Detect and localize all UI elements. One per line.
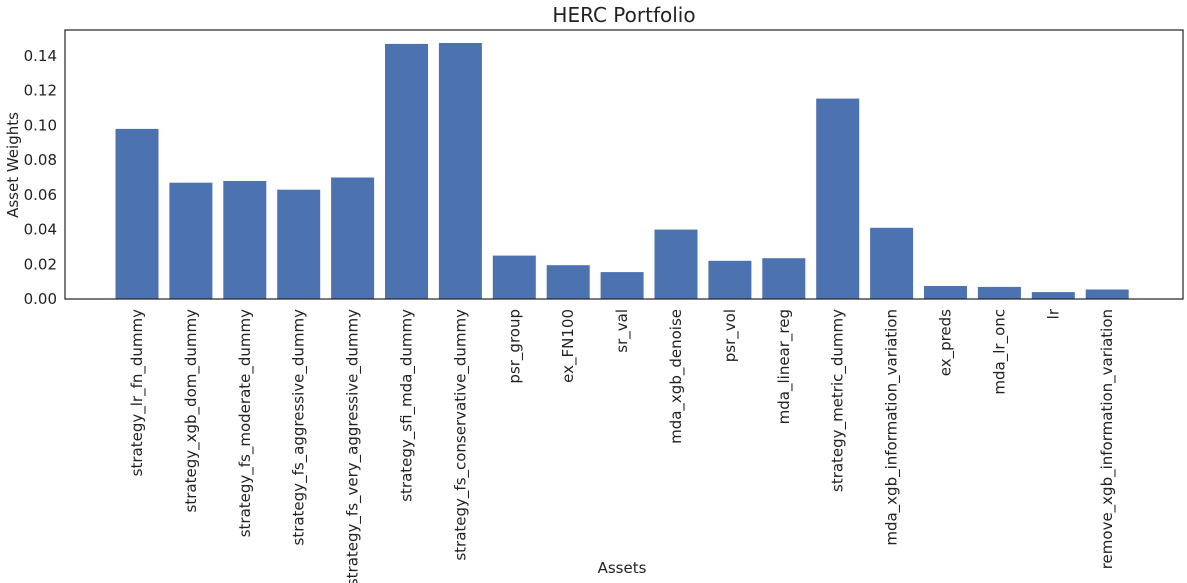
bar-sr_val bbox=[600, 272, 644, 299]
y-tick-label: 0.00 bbox=[24, 290, 57, 308]
x-tick-label: mda_xgb_information_variation bbox=[883, 309, 902, 546]
bar-strategy_xgb_dom_dummy bbox=[169, 182, 213, 299]
bar-lr bbox=[1031, 292, 1075, 299]
bar-strategy_lr_fn_dummy bbox=[115, 128, 159, 299]
y-axis-ticks: 0.00 0.02 0.04 0.06 0.08 0.10 0.12 0.14 bbox=[24, 47, 57, 308]
x-tick-label: sr_val bbox=[613, 309, 632, 353]
bar-strategy_metric_dummy bbox=[816, 98, 860, 299]
bars-group bbox=[115, 43, 1129, 300]
bar-ex_FN100 bbox=[546, 265, 590, 299]
x-tick-label: strategy_xgb_dom_dummy bbox=[182, 309, 201, 513]
x-tick-label: strategy_fs_moderate_dummy bbox=[236, 309, 255, 537]
y-tick-label: 0.02 bbox=[24, 255, 57, 273]
x-tick-label: ex_preds bbox=[937, 309, 956, 376]
y-tick-label: 0.08 bbox=[24, 151, 57, 169]
y-tick-label: 0.12 bbox=[24, 82, 57, 100]
x-tick-label: psr_vol bbox=[721, 309, 740, 362]
bar-strategy_fs_conservative_dummy bbox=[438, 43, 482, 299]
x-tick-label: strategy_lr_fn_dummy bbox=[128, 309, 147, 476]
x-tick-label: strategy_fs_very_aggressive_dummy bbox=[344, 309, 363, 583]
y-tick-label: 0.14 bbox=[24, 47, 57, 65]
x-tick-label: strategy_metric_dummy bbox=[829, 309, 848, 492]
x-axis-ticks: strategy_lr_fn_dummy strategy_xgb_dom_dum… bbox=[128, 308, 1117, 583]
bar-strategy_sfi_mda_dummy bbox=[385, 43, 428, 300]
x-tick-label: remove_xgb_information_variation bbox=[1098, 309, 1117, 569]
bar-strategy_fs_aggressive_dummy bbox=[277, 189, 321, 299]
bar-remove_xgb_information_variation bbox=[1085, 289, 1129, 299]
y-axis-label: Asset Weights bbox=[4, 112, 22, 218]
bar-mda_linear_reg bbox=[762, 258, 806, 299]
x-tick-label: mda_lr_onc bbox=[990, 309, 1009, 395]
x-axis-label: Assets bbox=[598, 559, 647, 577]
x-tick-label: mda_linear_reg bbox=[775, 309, 794, 424]
bar-mda_lr_onc bbox=[977, 286, 1021, 299]
y-tick-label: 0.10 bbox=[24, 117, 57, 135]
x-tick-label: strategy_fs_conservative_dummy bbox=[451, 309, 470, 561]
chart-title: HERC Portfolio bbox=[552, 3, 695, 27]
y-tick-label: 0.04 bbox=[24, 221, 57, 239]
x-tick-label: strategy_fs_aggressive_dummy bbox=[290, 309, 309, 546]
bar-ex_preds bbox=[924, 286, 967, 299]
bar-mda_xgb_information_variation bbox=[870, 227, 914, 299]
x-tick-label: strategy_sfi_mda_dummy bbox=[398, 309, 417, 502]
x-tick-label: mda_xgb_denoise bbox=[667, 309, 686, 444]
plot-frame bbox=[64, 29, 1184, 300]
bar-strategy_fs_moderate_dummy bbox=[223, 181, 267, 299]
x-tick-label: psr_group bbox=[505, 309, 524, 384]
bar-strategy_fs_very_aggressive_dummy bbox=[331, 177, 375, 299]
x-tick-label: lr bbox=[1044, 308, 1062, 319]
bar-psr_group bbox=[492, 255, 536, 299]
bar-psr_vol bbox=[708, 260, 752, 299]
x-tick-label: ex_FN100 bbox=[559, 309, 578, 383]
bar-mda_xgb_denoise bbox=[654, 229, 698, 299]
y-tick-label: 0.06 bbox=[24, 186, 57, 204]
